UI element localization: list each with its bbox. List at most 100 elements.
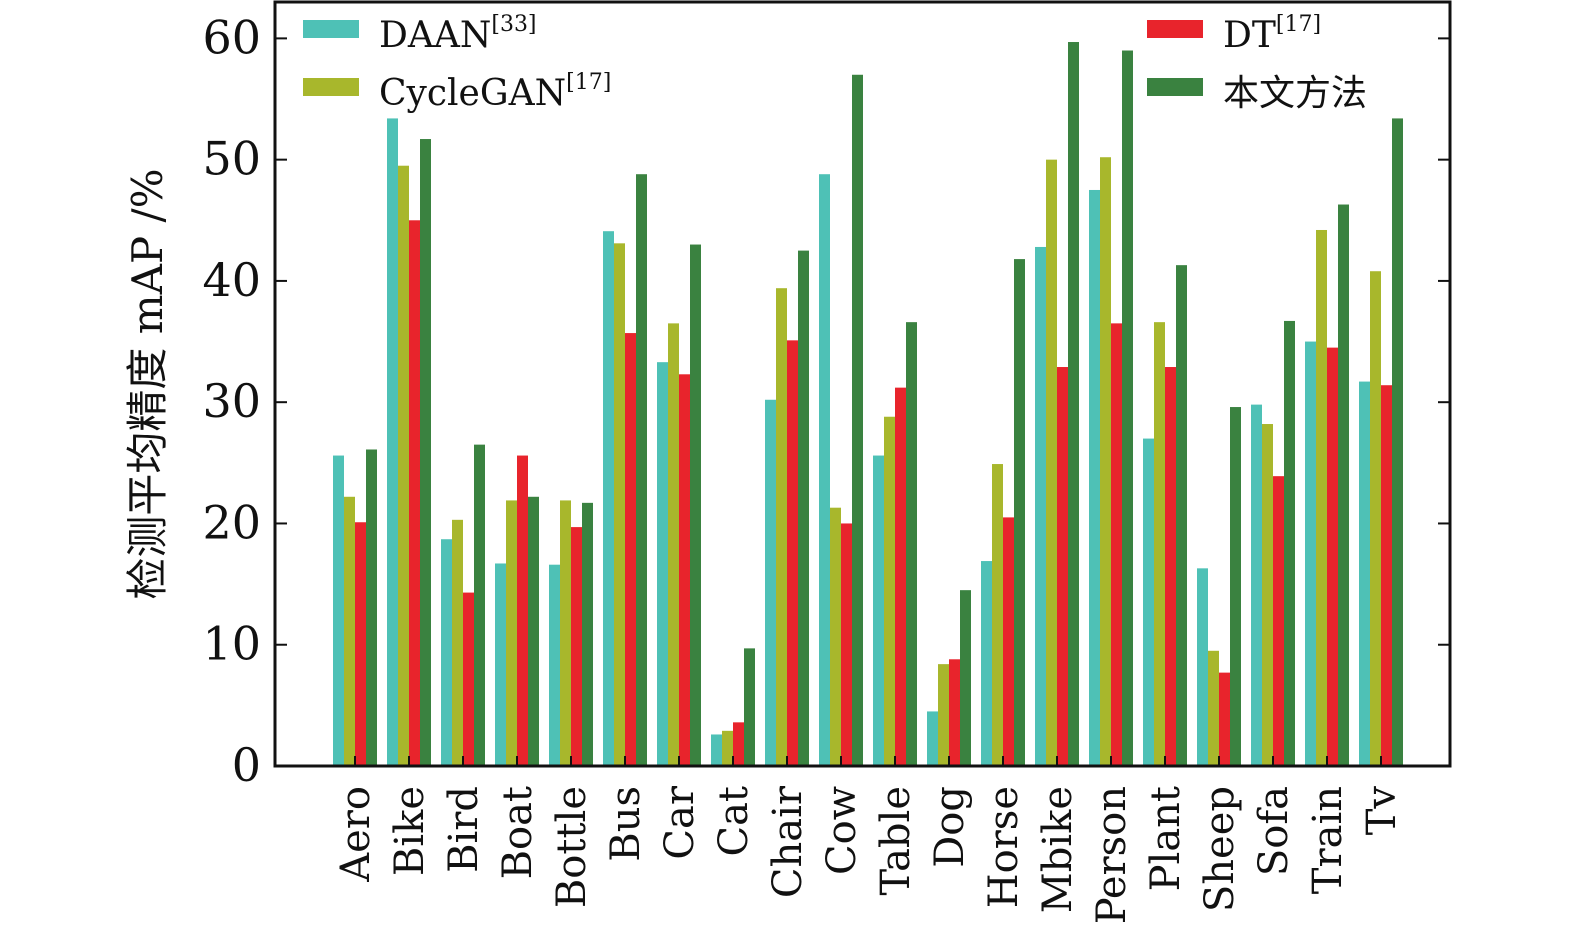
x-tick-label-table: Table (873, 786, 919, 896)
y-axis: 0 10 20 30 40 50 60 (202, 10, 1450, 792)
x-tick-label-cat: Cat (711, 786, 757, 857)
y-tick-label: 20 (202, 495, 261, 549)
x-tick-label-bus: Bus (603, 786, 649, 862)
bar-chair-3 (787, 340, 798, 766)
bar-dog-3 (949, 659, 960, 766)
plot-frame (273, 0, 1452, 768)
bar-cow-2 (830, 507, 841, 766)
bar-dog-1 (927, 711, 938, 766)
bar-cat-1 (711, 734, 722, 766)
legend-label-1: DAAN[33] (379, 12, 537, 56)
bar-bus-1 (603, 231, 614, 766)
bar-table-3 (895, 387, 906, 766)
bar-bottle-3 (571, 527, 582, 766)
bar-car-3 (679, 374, 690, 766)
bar-train-1 (1305, 341, 1316, 766)
x-tick-label-bird: Bird (441, 786, 487, 873)
x-tick-label-aero: Aero (333, 786, 379, 883)
y-tick-label: 30 (202, 374, 261, 428)
x-tick-label-sheep: Sheep (1197, 786, 1243, 912)
bar-bird-1 (441, 539, 452, 766)
x-tick-label-tv: Tv (1359, 786, 1405, 836)
bar-cat-3 (733, 722, 744, 766)
bar-tv-1 (1359, 381, 1370, 766)
bar-bird-3 (463, 592, 474, 766)
bar-mbike-1 (1035, 246, 1046, 766)
bar-sofa-3 (1273, 476, 1284, 766)
bar-plant-2 (1154, 322, 1165, 766)
bar-chair-4 (798, 250, 809, 767)
bar-sheep-2 (1208, 650, 1219, 766)
y-tick-label: 60 (202, 10, 261, 64)
bar-cat-2 (722, 730, 733, 766)
legend: DAAN[33] CycleGAN[17] DT[17] 本文方法 (303, 12, 1367, 114)
x-tick-label-cow: Cow (819, 786, 865, 875)
x-tick-label-car: Car (657, 785, 703, 859)
bar-tv-4 (1392, 118, 1403, 766)
bar-sofa-4 (1284, 320, 1295, 766)
legend-label-4: 本文方法 (1223, 73, 1367, 114)
bar-boat-2 (506, 500, 517, 766)
y-tick-label: 40 (202, 253, 261, 307)
legend-swatch-4 (1147, 78, 1203, 96)
bar-bird-2 (452, 519, 463, 766)
bar-person-3 (1111, 323, 1122, 766)
legend-swatch-1 (303, 20, 359, 38)
x-tick-label-dog: Dog (927, 786, 973, 868)
bar-train-4 (1338, 204, 1349, 766)
legend-swatch-3 (1147, 20, 1203, 38)
bar-tv-3 (1381, 385, 1392, 766)
bar-sofa-1 (1251, 404, 1262, 766)
bar-boat-4 (528, 496, 539, 766)
bar-person-4 (1122, 50, 1133, 767)
bar-sheep-1 (1197, 568, 1208, 766)
y-tick-label: 50 (202, 132, 261, 186)
bar-cow-3 (841, 523, 852, 766)
bar-car-1 (657, 362, 668, 766)
bar-sofa-2 (1262, 424, 1273, 766)
bar-person-2 (1100, 157, 1111, 766)
x-tick-label-horse: Horse (981, 786, 1027, 908)
bar-bottle-4 (582, 502, 593, 766)
bar-aero-1 (333, 455, 344, 766)
bar-bottle-2 (560, 500, 571, 766)
bar-bus-2 (614, 243, 625, 767)
bar-chair-2 (776, 288, 787, 766)
legend-label-2: CycleGAN[17] (379, 70, 611, 114)
bar-horse-4 (1014, 259, 1025, 766)
bar-sheep-4 (1230, 407, 1241, 766)
x-tick-label-mbike: Mbike (1035, 786, 1081, 913)
bar-bike-2 (398, 165, 409, 766)
x-tick-label-plant: Plant (1143, 786, 1189, 891)
bar-mbike-2 (1046, 159, 1057, 767)
bar-table-1 (873, 455, 884, 766)
bar-car-2 (668, 323, 679, 766)
x-tick-label-bike: Bike (387, 786, 433, 876)
x-axis: Aero Bike Bird Boat Bottle Bus Car Cat Chair Cow T… (333, 756, 1405, 924)
bar-boat-1 (495, 563, 506, 766)
bar-tv-2 (1370, 271, 1381, 766)
bar-mbike-4 (1068, 42, 1079, 767)
y-axis-title: 检测平均精度 mAP /% (123, 168, 172, 599)
bar-boat-3 (517, 455, 528, 766)
bar-horse-3 (1003, 517, 1014, 766)
x-tick-label-person: Person (1089, 786, 1135, 924)
bar-plant-1 (1143, 438, 1154, 766)
legend-label-3: DT[17] (1223, 12, 1321, 56)
bar-train-3 (1327, 347, 1338, 766)
bar-bike-1 (387, 118, 398, 766)
bar-horse-2 (992, 464, 1003, 766)
bar-horse-1 (981, 561, 992, 766)
bar-mbike-3 (1057, 367, 1068, 766)
x-tick-label-train: Train (1305, 786, 1351, 894)
bar-table-2 (884, 416, 895, 766)
x-tick-label-chair: Chair (765, 785, 811, 898)
bar-person-1 (1089, 189, 1100, 766)
bar-table-4 (906, 322, 917, 766)
x-tick-label-bottle: Bottle (549, 786, 595, 908)
bars (333, 42, 1403, 767)
legend-swatch-2 (303, 78, 359, 96)
bar-dog-2 (938, 664, 949, 766)
